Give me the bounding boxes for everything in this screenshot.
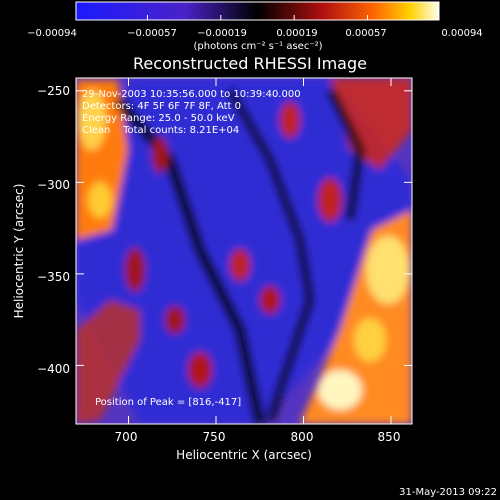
annotation-detectors: Detectors: 4F 5F 6F 7F 8F, Att 0 xyxy=(82,101,241,112)
y-tick-label-0: −250 xyxy=(37,84,70,98)
x-tick-label-1: 750 xyxy=(203,430,226,444)
image-upper-right-band xyxy=(330,78,412,170)
y-tick-label-2: −350 xyxy=(37,270,70,284)
image-red-knot-3 xyxy=(230,249,250,281)
image-red-knot-4 xyxy=(280,102,300,138)
axis-ticks xyxy=(76,78,412,424)
image-left-lower-band xyxy=(76,300,140,424)
image-left-hotspot-2 xyxy=(88,182,112,218)
y-tick-label-3: −400 xyxy=(37,362,70,376)
chart-title: Reconstructed RHESSI Image xyxy=(133,54,367,73)
footer-timestamp: 31-May-2013 09:22 xyxy=(399,487,497,498)
annotation-time-range: 29-Nov-2003 10:35:56.000 to 10:39:40.000 xyxy=(82,89,301,100)
colorbar: −0.00094 −0.00057 −0.00019 0.00019 0.000… xyxy=(27,1,483,52)
image-left-hotspot-1 xyxy=(78,90,106,150)
colorbar-tick-label-1: −0.00057 xyxy=(127,28,177,39)
x-tick-label-2: 800 xyxy=(291,430,314,444)
y-axis-label: Heliocentric Y (arcsec) xyxy=(12,184,26,319)
image-red-knot-6 xyxy=(260,286,280,314)
colorbar-tick-label-5: 0.00094 xyxy=(441,28,482,39)
image-right-hotspot-1 xyxy=(366,236,410,304)
annotation-method-counts: Clean Total counts: 8.21E+04 xyxy=(82,125,239,136)
y-tick-label-1: −300 xyxy=(37,178,70,192)
annotation-energy-range: Energy Range: 25.0 - 50.0 keV xyxy=(82,113,235,124)
image-right-hotspot-2 xyxy=(318,370,362,410)
x-axis-label: Heliocentric X (arcsec) xyxy=(176,448,312,462)
annotation-peak-position: Position of Peak = [816,-417] xyxy=(95,397,241,408)
colorbar-units-label: (photons cm⁻² s⁻¹ asec⁻²) xyxy=(193,41,322,52)
colorbar-bar xyxy=(75,1,440,21)
image-right-hotspot-3 xyxy=(354,318,386,362)
x-tick-label-3: 850 xyxy=(378,430,401,444)
colorbar-ticks xyxy=(75,15,440,20)
image-structure xyxy=(76,78,412,424)
colorbar-tick-label-4: 0.00057 xyxy=(345,28,386,39)
colorbar-tick-label-3: 0.00019 xyxy=(276,28,317,39)
colorbar-tick-label-2: −0.00019 xyxy=(197,28,247,39)
plot-annotations: 29-Nov-2003 10:35:56.000 to 10:39:40.000… xyxy=(82,89,301,408)
image-red-knot-7 xyxy=(188,352,212,388)
image-dark-ridge-2 xyxy=(225,87,316,422)
image-red-knot-5 xyxy=(318,178,342,222)
colorbar-tick-label-0: −0.00094 xyxy=(27,28,77,39)
image-dark-ridge-3 xyxy=(325,87,366,221)
image-red-knot-1 xyxy=(125,248,145,292)
x-tick-label-0: 700 xyxy=(115,430,138,444)
image-red-knot-2 xyxy=(152,137,168,173)
image-red-knot-8 xyxy=(165,306,185,334)
plot-frame xyxy=(75,77,413,425)
image-plot xyxy=(76,78,412,424)
image-dark-ridge-1 xyxy=(113,96,266,424)
